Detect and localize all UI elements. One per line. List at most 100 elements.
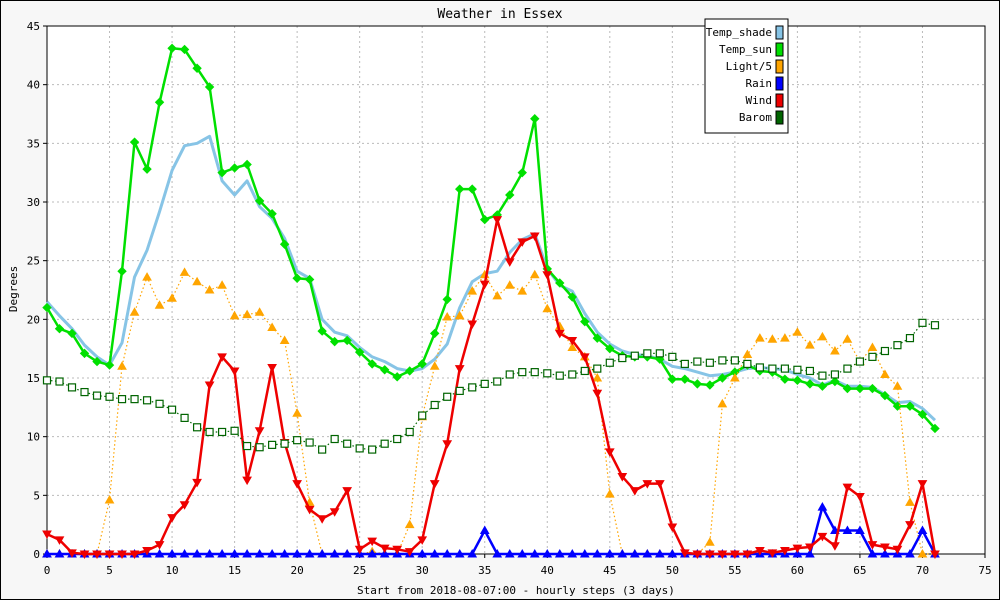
data-point-rain (805, 548, 815, 558)
x-tick-label: 55 (728, 564, 741, 577)
data-point-temp-sun (905, 401, 915, 411)
data-point-temp-sun (379, 365, 390, 375)
data-point-rain (167, 548, 177, 558)
data-point-light-5 (842, 334, 853, 343)
data-point-temp-sun (342, 335, 352, 346)
data-point-rain (905, 548, 915, 558)
data-point-wind (92, 550, 102, 560)
legend-label: Light/5 (726, 60, 772, 73)
legend-label: Wind (746, 94, 773, 107)
y-tick-label: 30 (27, 196, 40, 209)
data-point-temp-sun (817, 381, 828, 391)
data-point-temp-sun (67, 328, 77, 339)
data-point-rain (667, 548, 678, 558)
data-point-rain (254, 548, 265, 558)
data-point-light-5 (442, 311, 453, 321)
data-point-wind (704, 550, 715, 560)
data-point-light-5 (129, 307, 140, 316)
data-point-barom (142, 396, 152, 405)
x-tick-label: 10 (165, 564, 178, 577)
data-point-rain (792, 548, 803, 558)
data-point-wind (54, 536, 65, 545)
data-point-temp-sun (179, 44, 190, 55)
series-barom (42, 318, 940, 454)
data-point-barom (67, 383, 77, 392)
data-point-barom (443, 392, 452, 401)
x-tick-label: 25 (353, 564, 366, 577)
data-point-temp-sun (680, 374, 690, 384)
data-point-wind (479, 280, 490, 290)
data-point-wind (379, 544, 390, 554)
data-point-rain (642, 548, 653, 558)
data-point-barom (693, 357, 702, 366)
data-point-rain (442, 548, 453, 558)
data-point-wind (830, 542, 840, 551)
data-point-rain (917, 525, 928, 535)
data-point-temp-sun (292, 273, 302, 283)
data-point-rain (880, 548, 890, 558)
data-point-barom (755, 363, 764, 372)
data-point-rain (592, 548, 603, 558)
data-point-temp-sun (229, 163, 240, 173)
data-point-wind (404, 548, 415, 557)
axes: 0 5 10 15 20 25 30 35 40 45 50 55 60 65 70 75 0 5 10 15 20 25… (27, 20, 992, 577)
data-point-light-5 (154, 300, 165, 309)
data-point-barom (668, 352, 677, 361)
legend-label: Temp_sun (719, 43, 772, 56)
data-point-temp-sun (354, 347, 365, 357)
data-point-barom (630, 351, 639, 360)
data-point-barom (355, 444, 364, 453)
data-point-barom (280, 439, 289, 448)
data-point-barom (455, 386, 464, 396)
data-point-light-5 (792, 327, 803, 336)
data-point-wind (780, 546, 790, 556)
data-point-light-5 (830, 346, 840, 355)
data-point-barom (205, 427, 214, 437)
data-point-temp-sun (580, 316, 590, 327)
data-point-temp-sun (505, 190, 515, 200)
data-point-barom (393, 434, 402, 444)
data-point-temp-sun (705, 380, 715, 390)
data-point-barom (430, 400, 439, 410)
data-point-wind (792, 544, 803, 554)
data-point-temp-sun (530, 113, 540, 124)
data-point-temp-sun (217, 167, 227, 178)
data-point-barom (655, 349, 664, 358)
data-point-temp-sun (667, 374, 678, 384)
data-point-wind (354, 545, 365, 555)
data-point-light-5 (742, 349, 753, 359)
data-point-wind (429, 480, 440, 489)
data-point-light-5 (517, 286, 528, 295)
data-point-wind (805, 543, 815, 552)
data-point-temp-sun (867, 383, 878, 394)
data-point-light-5 (242, 309, 252, 319)
y-tick-label: 15 (27, 372, 40, 385)
data-point-temp-sun (267, 209, 277, 219)
data-point-wind (117, 550, 127, 560)
data-point-barom (167, 405, 177, 414)
legend: Temp_shade Temp_sun Light/5 Rain Wind Barom (704, 18, 789, 134)
data-point-temp-sun (917, 409, 928, 420)
data-point-light-5 (704, 537, 715, 546)
data-point-temp-sun (242, 159, 252, 170)
data-point-barom (818, 371, 827, 380)
data-point-barom (793, 365, 802, 374)
data-point-wind (579, 353, 590, 362)
x-tick-label: 15 (228, 564, 241, 577)
data-point-light-5 (755, 333, 765, 342)
data-point-light-5 (905, 497, 915, 506)
data-point-wind (242, 476, 252, 486)
data-point-temp-sun (129, 137, 140, 147)
data-point-light-5 (567, 342, 578, 351)
data-point-barom (217, 427, 227, 437)
x-tick-label: 60 (791, 564, 804, 577)
legend-label: Rain (746, 77, 773, 90)
data-point-wind (604, 448, 615, 457)
x-tick-label: 75 (978, 564, 991, 577)
data-point-temp-sun (930, 423, 940, 434)
data-point-light-5 (892, 381, 903, 390)
data-point-temp-sun (104, 360, 115, 370)
data-point-rain (429, 548, 440, 558)
data-point-barom (80, 387, 89, 397)
